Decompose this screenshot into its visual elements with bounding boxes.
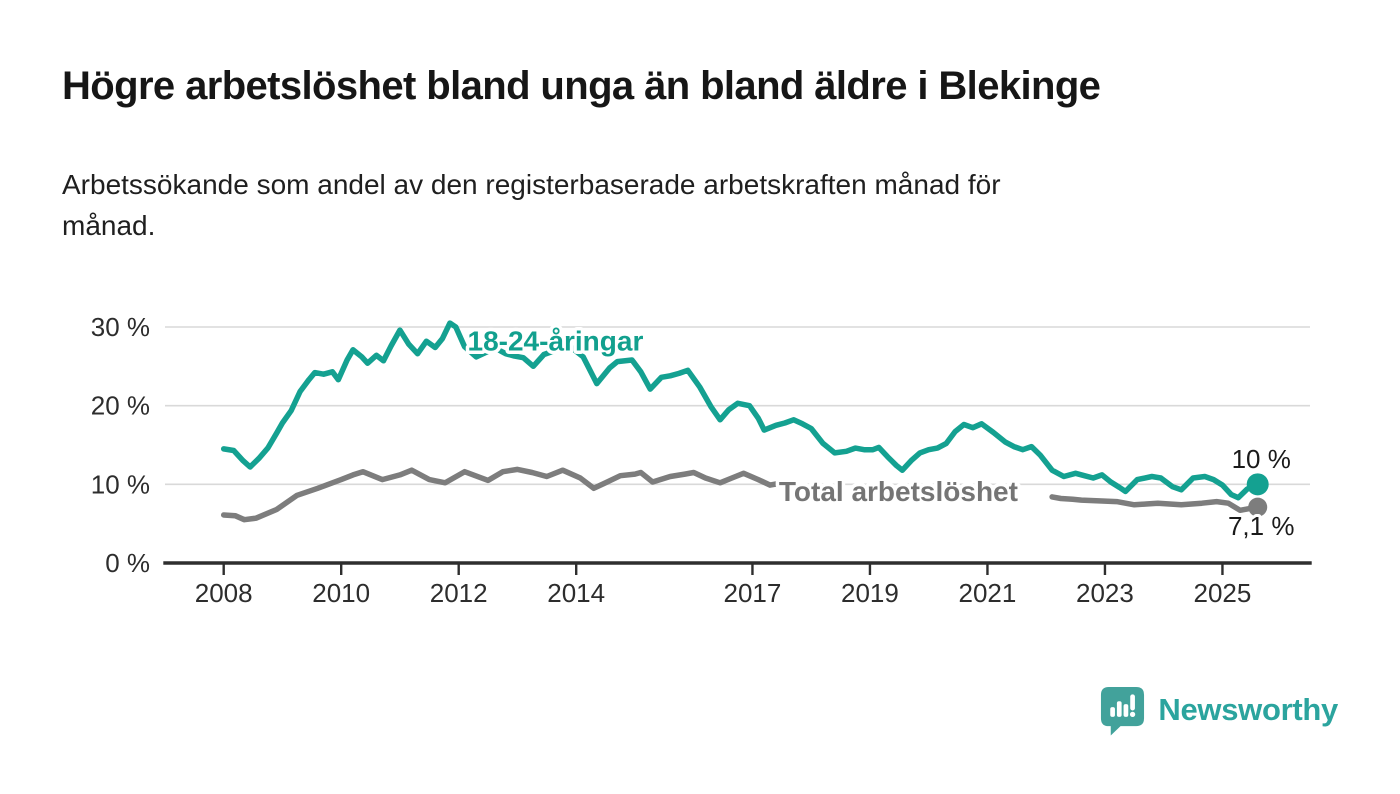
y-axis-label-10: 10 % (91, 469, 150, 499)
end-value-label-youth: 10 % (1232, 444, 1291, 474)
x-axis-label-2023: 2023 (1076, 578, 1134, 608)
x-axis-label-2019: 2019 (841, 578, 899, 608)
end-dot-total (1248, 497, 1268, 517)
x-axis-label-2008: 2008 (195, 578, 253, 608)
series-line-youth (220, 320, 1261, 501)
series-line-total-seg2 (1049, 494, 1261, 514)
page-title: Högre arbetslöshet bland unga än bland ä… (62, 64, 1101, 108)
series-label-total: Total arbetslöshet (779, 476, 1018, 507)
y-axis-label-20: 20 % (91, 391, 150, 421)
newsworthy-wordmark: Newsworthy (1158, 692, 1338, 727)
x-axis-label-2021: 2021 (959, 578, 1017, 608)
newsworthy-logo: Newsworthy (1099, 684, 1338, 736)
line-chart: 0 % 10 % 20 % 30 % 2008 2010 2012 2014 2017 2019 2… (91, 312, 1312, 608)
series-line-total-seg1 (220, 466, 782, 523)
x-axis-label-2010: 2010 (312, 578, 370, 608)
y-axis-label-0: 0 % (105, 548, 150, 578)
x-axis-label-2014: 2014 (547, 578, 605, 608)
end-value-label-total: 7,1 % (1228, 511, 1295, 541)
speech-bubble-bar-chart-icon (1101, 686, 1145, 736)
x-axis-label-2017: 2017 (724, 578, 782, 608)
series-label-youth: 18-24-åringar (468, 326, 644, 357)
x-axis-label-2012: 2012 (430, 578, 488, 608)
chart-subtitle: Arbetssökande som andel av den registerb… (62, 169, 1001, 242)
end-dot-youth (1246, 473, 1269, 496)
y-axis-label-30: 30 % (91, 312, 150, 342)
x-axis-label-2025: 2025 (1194, 578, 1252, 608)
